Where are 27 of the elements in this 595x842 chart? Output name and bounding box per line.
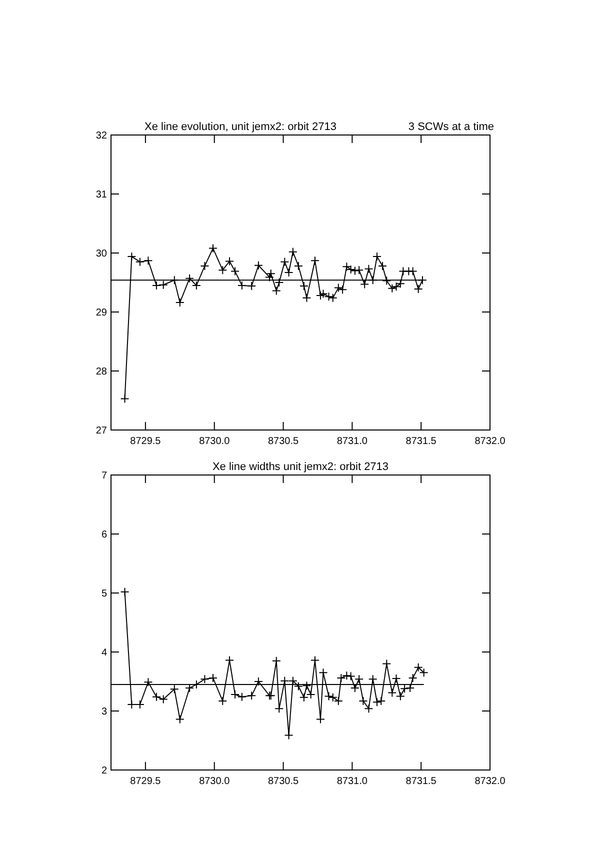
y-tick-label: 4 [101, 648, 108, 658]
y-tick-label: 31 [96, 190, 108, 200]
x-tick-label: 8731.0 [336, 776, 368, 787]
text: 3 SCWs at a time [408, 121, 494, 133]
x-tick-label: 8731.5 [406, 776, 437, 787]
chart-title: Xe line widths unit jemx2: orbit 2713 [212, 461, 389, 473]
x-tick-label: 8731.5 [406, 436, 437, 447]
y-tick-label: 6 [101, 530, 108, 540]
y-tick-label: 7 [101, 470, 108, 482]
x-tick-label: 8730.0 [199, 436, 230, 447]
y-tick-label: 30 [96, 248, 108, 260]
x-tick-label: 8730.0 [199, 776, 230, 787]
x-tick-label: 8731.0 [336, 436, 368, 447]
x-tick-label: 8732.0 [474, 776, 506, 787]
x-tick-label: 8730.5 [268, 436, 299, 447]
y-tick-label: 32 [96, 130, 108, 142]
y-tick-label: 5 [101, 588, 108, 600]
y-tick-label: 3 [101, 706, 108, 718]
x-tick-label: 8730.5 [268, 776, 299, 787]
y-tick-label: 27 [96, 426, 108, 436]
x-tick-label: 8729.5 [130, 436, 162, 447]
y-tick-label: 29 [96, 308, 108, 318]
chart-title: Xe line evolution, unit jemx2: orbit 2713 [144, 121, 337, 133]
x-tick-label: 8729.5 [130, 776, 162, 787]
y-tick-label: 2 [101, 766, 108, 776]
y-tick-label: 28 [96, 366, 108, 378]
x-tick-label: 8732.0 [474, 436, 506, 447]
